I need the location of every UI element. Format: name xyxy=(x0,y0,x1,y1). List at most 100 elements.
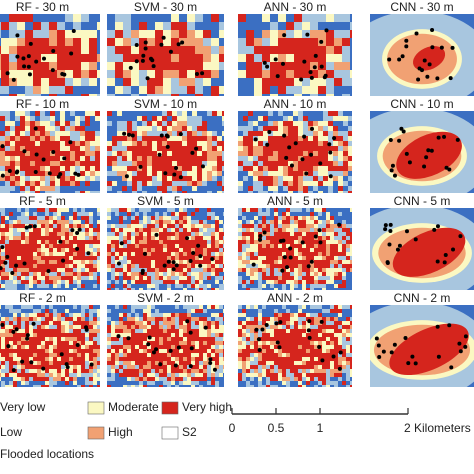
map-cell xyxy=(41,22,49,30)
map-cell xyxy=(223,280,224,284)
map-cell xyxy=(1,224,5,228)
map-cell xyxy=(33,373,37,377)
map-cell xyxy=(203,373,207,377)
map-cell xyxy=(112,136,117,141)
panel-label: RF - 5 m xyxy=(19,194,66,208)
map-cell xyxy=(10,146,15,151)
map-cell xyxy=(254,268,258,272)
map-cell xyxy=(175,373,179,377)
map-cell xyxy=(270,256,274,260)
map-cell xyxy=(298,280,302,284)
map-cell xyxy=(131,236,135,240)
map-cell xyxy=(199,260,203,264)
flood-point xyxy=(178,175,183,180)
map-cell xyxy=(238,256,242,260)
map-cell xyxy=(93,369,97,373)
map-cell xyxy=(314,228,318,232)
map-cell xyxy=(342,337,346,341)
map-cell xyxy=(270,236,274,240)
flood-point xyxy=(443,253,448,258)
map-cell xyxy=(57,256,61,260)
map-cell xyxy=(33,244,37,248)
map-cell xyxy=(25,369,29,373)
map-cell xyxy=(282,272,286,276)
map-cell xyxy=(159,313,163,317)
map-cell xyxy=(0,264,1,268)
map-cell xyxy=(314,252,318,256)
map-cell xyxy=(142,146,147,151)
map-cell xyxy=(53,236,57,240)
map-cell xyxy=(192,151,197,156)
map-cell xyxy=(179,54,187,62)
map-cell xyxy=(294,224,298,228)
map-cell xyxy=(70,126,75,131)
map-cell xyxy=(211,260,215,264)
map-cell xyxy=(45,369,49,373)
map-cell xyxy=(69,333,73,337)
map-cell xyxy=(314,240,318,244)
map-cell xyxy=(159,325,163,329)
map-cell xyxy=(334,369,338,373)
map-cell xyxy=(41,232,45,236)
map-cell xyxy=(266,321,270,325)
map-cell xyxy=(182,166,187,171)
map-cell xyxy=(211,62,219,70)
map-cell xyxy=(171,349,175,353)
map-cell xyxy=(183,361,187,365)
map-cell xyxy=(242,337,246,341)
map-cell xyxy=(45,232,49,236)
map-cell xyxy=(266,345,270,349)
map-cell xyxy=(123,341,127,345)
map-cell xyxy=(179,381,183,385)
map-cell xyxy=(262,224,266,228)
flood-point xyxy=(300,157,305,162)
map-cell xyxy=(143,377,147,381)
map-cell xyxy=(308,161,313,166)
map-cell xyxy=(69,337,73,341)
map-cell xyxy=(310,373,314,377)
map-cell xyxy=(318,377,322,381)
map-cell xyxy=(350,317,352,321)
map-cell xyxy=(37,333,41,337)
map-cell xyxy=(182,131,187,136)
map-cell xyxy=(282,284,286,288)
map-cell xyxy=(33,276,37,280)
map-cell xyxy=(266,329,270,333)
map-cell xyxy=(323,111,328,116)
map-cell xyxy=(75,176,80,181)
map-cell xyxy=(219,369,223,373)
map-cell xyxy=(310,284,314,288)
map-cell xyxy=(278,280,282,284)
map-cell xyxy=(310,288,314,290)
map-cell xyxy=(298,337,302,341)
map-cell xyxy=(290,321,294,325)
map-cell xyxy=(254,317,258,321)
map-cell xyxy=(258,385,262,387)
map-cell xyxy=(250,248,254,252)
map-cell xyxy=(222,131,224,136)
map-cell xyxy=(49,349,53,353)
map-cell xyxy=(143,268,147,272)
flood-point xyxy=(274,321,279,326)
map-cell xyxy=(211,365,215,369)
map-cell xyxy=(49,333,53,337)
map-cell xyxy=(334,240,338,244)
map-cell xyxy=(246,321,250,325)
map-cell xyxy=(318,141,323,146)
map-cell xyxy=(61,236,65,240)
map-cell xyxy=(258,365,262,369)
map-cell xyxy=(334,272,338,276)
map-cell xyxy=(250,272,254,276)
map-cell xyxy=(207,317,211,321)
map-cell xyxy=(147,38,155,46)
map-cell xyxy=(278,70,286,78)
map-cell xyxy=(314,313,318,317)
map-cell xyxy=(49,369,53,373)
map-cell xyxy=(302,377,306,381)
map-cell xyxy=(219,321,223,325)
map-cell xyxy=(159,236,163,240)
map-cell xyxy=(61,337,65,341)
map-cell xyxy=(346,256,350,260)
map-cell xyxy=(13,240,17,244)
map-cell xyxy=(288,166,293,171)
